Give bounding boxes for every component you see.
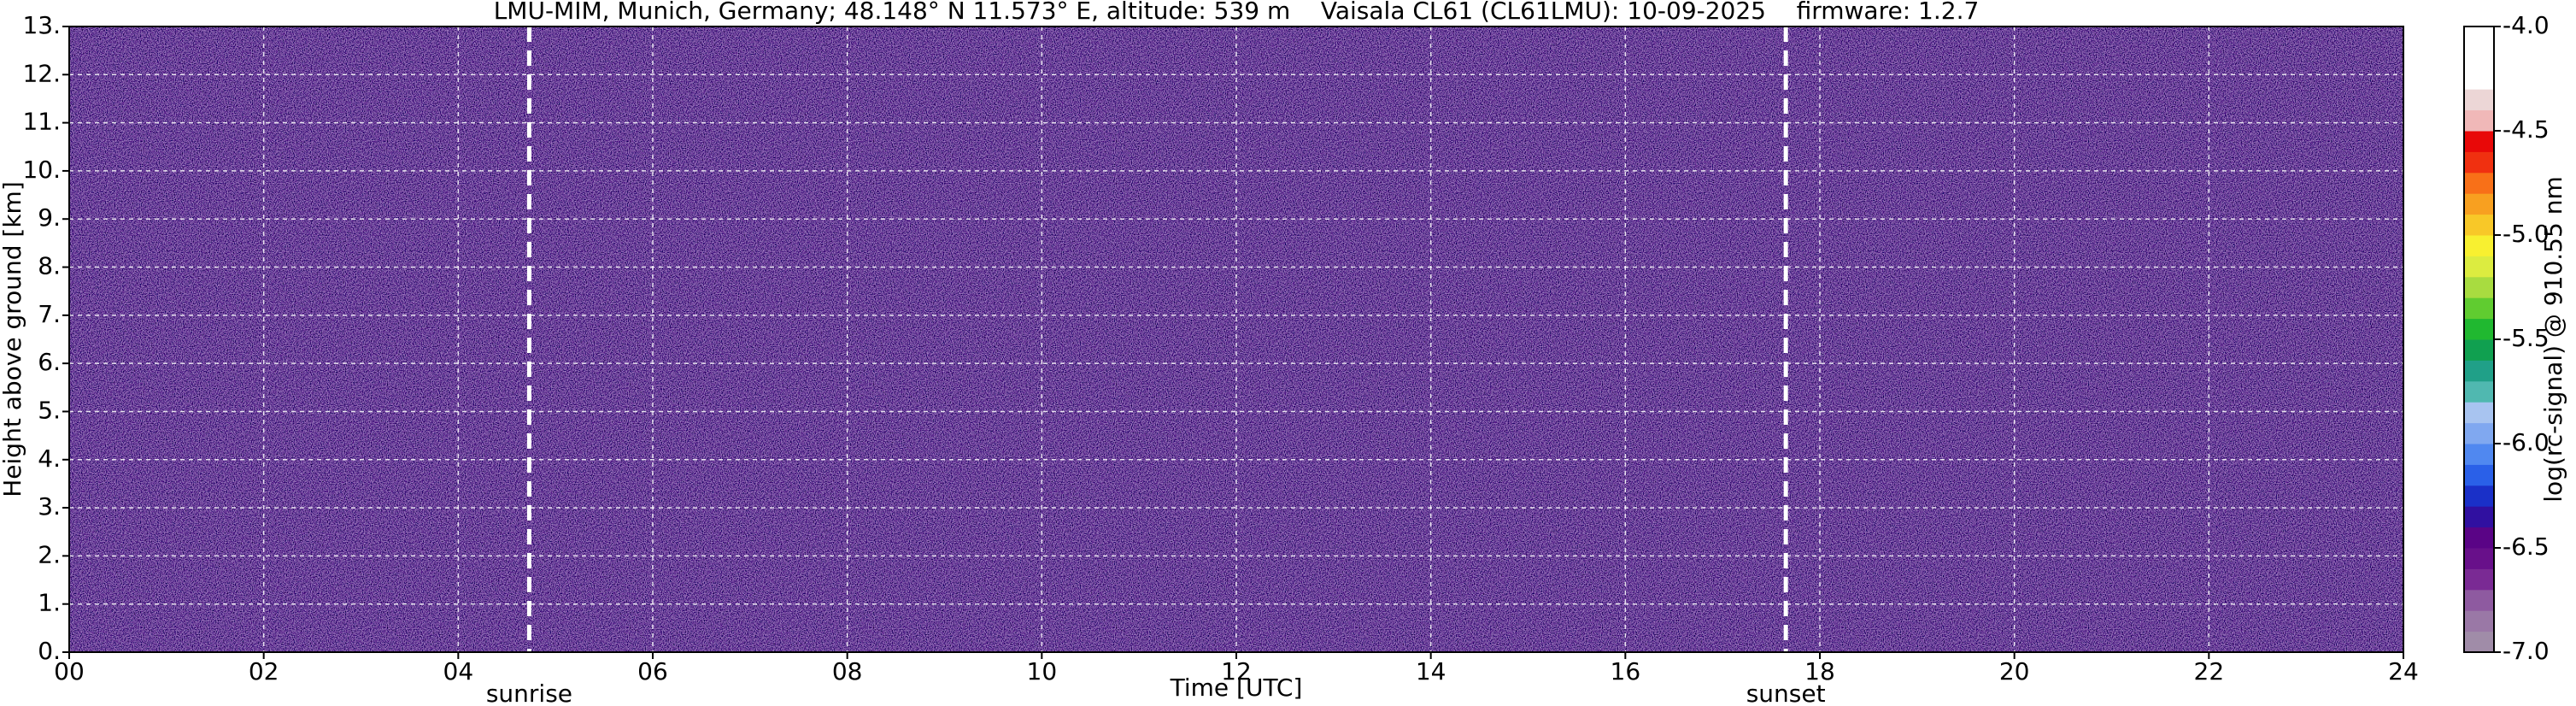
colorbar-tick-label: -5.0 <box>2503 220 2550 248</box>
x-tick-label: 02 <box>249 657 279 685</box>
colorbar-segment <box>2464 589 2494 611</box>
plot-frame <box>68 26 2404 653</box>
colorbar-segment <box>2464 631 2494 653</box>
y-tick-label: 11. <box>22 108 61 136</box>
x-tick-label: 12 <box>1221 657 1252 685</box>
colorbar-segment <box>2464 506 2494 528</box>
x-tick-label: 00 <box>54 657 85 685</box>
x-tick-label: 22 <box>2194 657 2225 685</box>
colorbar-segment <box>2464 276 2494 298</box>
y-tick-label: 8. <box>38 252 61 280</box>
x-tick-label: 06 <box>637 657 668 685</box>
x-tick-label: 24 <box>2388 657 2419 685</box>
colorbar-tick-label: -4.0 <box>2503 11 2550 39</box>
colorbar-segment <box>2464 256 2494 278</box>
colorbar-tick-label: -7.0 <box>2503 637 2550 665</box>
colorbar-segment <box>2464 360 2494 382</box>
colorbar-segment <box>2464 47 2494 69</box>
colorbar-label: log(rc-signal) @ 910.55 nm <box>2539 176 2567 502</box>
colorbar-segment <box>2464 172 2494 194</box>
x-axis-label: Time [UTC] <box>1170 674 1303 702</box>
y-tick-label: 4. <box>38 444 61 473</box>
x-tick-label: 10 <box>1027 657 1058 685</box>
chart-title: LMU-MIM, Munich, Germany; 48.148° N 11.5… <box>494 0 1980 25</box>
colorbar-tick-label: -6.0 <box>2503 428 2550 456</box>
colorbar-tick-label: -5.5 <box>2503 324 2550 352</box>
y-axis-label: Height above ground [km] <box>0 181 26 497</box>
colorbar-segment <box>2464 131 2494 152</box>
colorbar-segment <box>2464 568 2494 591</box>
colorbar-segment <box>2464 318 2494 340</box>
x-tick-label: 20 <box>1999 657 2030 685</box>
y-tick-label: 2. <box>38 540 61 568</box>
colorbar-segment <box>2464 610 2494 632</box>
x-tick-label: 16 <box>1611 657 1641 685</box>
colorbar-segment <box>2464 109 2494 132</box>
colorbar-segment <box>2464 380 2494 403</box>
annotation-label: sunrise <box>486 680 572 706</box>
x-tick-label: 14 <box>1416 657 1446 685</box>
y-tick-label: 7. <box>38 300 61 328</box>
colorbar-segment <box>2464 339 2494 361</box>
colorbar-tick-label: -4.5 <box>2503 115 2550 144</box>
colorbar-segment <box>2464 89 2494 111</box>
colorbar-segment <box>2464 444 2494 465</box>
colorbar-segment <box>2464 26 2494 48</box>
colorbar-segment <box>2464 485 2494 507</box>
colorbar-segment <box>2464 527 2494 549</box>
y-tick-label: 3. <box>38 492 61 521</box>
colorbar-segment <box>2464 548 2494 569</box>
colorbar-segment <box>2464 235 2494 256</box>
colorbar-segment <box>2464 297 2494 320</box>
colorbar-segment <box>2464 402 2494 424</box>
colorbar-segment <box>2464 422 2494 444</box>
colorbar-segment <box>2464 68 2494 90</box>
y-tick-label: 0. <box>38 637 61 665</box>
y-tick-label: 10. <box>22 156 61 184</box>
y-tick-label: 6. <box>38 348 61 376</box>
x-tick-label: 04 <box>443 657 474 685</box>
x-tick-label: 08 <box>832 657 863 685</box>
colorbar-segment <box>2464 151 2494 174</box>
y-tick-label: 5. <box>38 396 61 424</box>
colorbar-segment <box>2464 193 2494 215</box>
y-tick-label: 1. <box>38 589 61 617</box>
y-tick-label: 13. <box>22 11 61 39</box>
y-tick-label: 9. <box>38 203 61 232</box>
colorbar-segment <box>2464 464 2494 486</box>
annotation-label: sunset <box>1746 680 1826 706</box>
y-tick-label: 12. <box>22 59 61 87</box>
x-tick-label: 18 <box>1804 657 1835 685</box>
colorbar-tick-label: -6.5 <box>2503 532 2550 561</box>
colorbar-segment <box>2464 214 2494 236</box>
